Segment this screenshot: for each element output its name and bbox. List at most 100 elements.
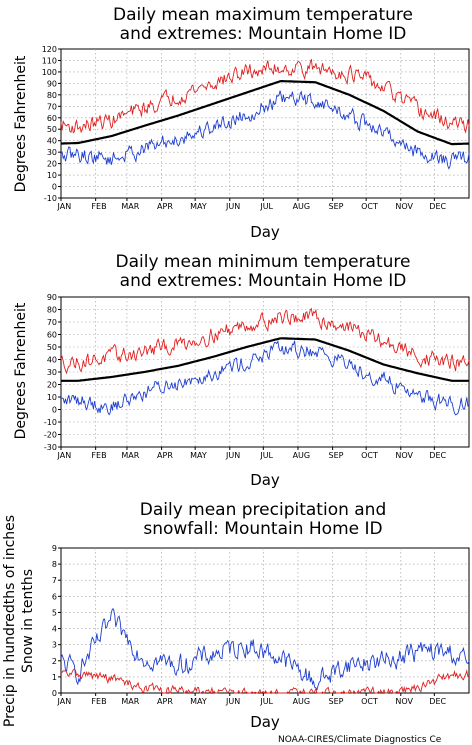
x-tick-label: APR — [157, 697, 173, 706]
x-tick-label: MAR — [121, 697, 139, 706]
y-axis-label: Degrees Fahrenheit — [13, 55, 29, 192]
y-tick-label: 120 — [42, 45, 57, 54]
series-line-mean — [60, 79, 469, 146]
series-line-max-extreme — [60, 307, 470, 375]
x-tick-label: FEB — [91, 697, 106, 706]
y-tick-label: 80 — [47, 91, 57, 100]
x-tick-label: NOV — [395, 697, 413, 706]
x-tick-label: OCT — [361, 697, 378, 706]
series-line-min-extreme — [60, 340, 470, 416]
chart-precipitation-snowfall: Daily mean precipitation and snowfall: M… — [2, 500, 470, 731]
x-tick-label: OCT — [361, 202, 378, 211]
x-tick-label: OCT — [361, 451, 378, 460]
x-tick-label: JAN — [57, 202, 72, 211]
y-tick-label: 40 — [47, 356, 57, 365]
y-tick-label: 30 — [47, 148, 57, 157]
x-tick-label: FEB — [91, 451, 106, 460]
y-tick-label: 5 — [52, 608, 57, 617]
x-tick-label: FEB — [91, 202, 106, 211]
series-line-min-extreme — [60, 90, 470, 170]
y-tick-label: 6 — [52, 592, 57, 601]
chart-title-line-2: and extremes: Mountain Home ID — [120, 24, 407, 44]
y-tick-label: 3 — [52, 641, 57, 650]
y-tick-label: 7 — [52, 576, 57, 585]
y-axis-label: Degrees Fahrenheit — [13, 302, 29, 439]
y-tick-label: 60 — [47, 331, 57, 340]
plot-area: -10 0 10 20 30 40 50 60 70 80 90 100 110 120 JAN FEB MAR… — [42, 45, 470, 211]
series-line-mean — [61, 337, 469, 382]
y-tick-label: 0 — [52, 406, 57, 415]
y-tick-label: 80 — [47, 306, 57, 315]
chart-max-temperature: Daily mean maximum temperature and extre… — [13, 5, 470, 241]
x-tick-label: JAN — [57, 697, 72, 706]
y-axis-label-line-1: Precip in hundredths of inches — [2, 515, 18, 727]
y-tick-label: 0 — [52, 183, 57, 192]
y-tick-label: 30 — [47, 368, 57, 377]
y-tick-label: -20 — [44, 431, 57, 440]
y-tick-label: 50 — [47, 343, 57, 352]
y-tick-label: 10 — [47, 393, 57, 402]
credit-text: NOAA-CIRES/Climate Diagnostics Ce — [278, 735, 442, 745]
y-axis-label-line-2: Snow in tenths — [20, 569, 36, 673]
x-tick-label: SEP — [328, 451, 343, 460]
x-tick-label: DEC — [429, 202, 446, 211]
x-tick-label: MAY — [190, 697, 207, 706]
y-tick-label: 8 — [52, 560, 57, 569]
y-tick-label: 20 — [47, 381, 57, 390]
chart-title-line-1: Daily mean maximum temperature — [113, 5, 413, 25]
x-tick-label: SEP — [328, 202, 343, 211]
x-tick-label: JUN — [225, 202, 240, 211]
x-tick-label: NOV — [395, 451, 413, 460]
x-tick-label: AUG — [293, 451, 311, 460]
y-tick-label: 70 — [47, 102, 57, 111]
plot-area: -30 -20 -10 0 10 20 30 40 50 60 70 80 90 JAN FEB MAR APR… — [44, 293, 470, 460]
plot-area: 0 1 2 3 4 5 6 7 8 9 JAN FEB MAR APR MAY JUN JUL AUG SEP OCT… — [52, 544, 470, 706]
x-tick-label: AUG — [293, 202, 311, 211]
y-tick-label: 110 — [42, 56, 57, 65]
chart-title-line-2: snowfall: Mountain Home ID — [143, 519, 382, 539]
x-axis-label: Day — [250, 713, 280, 731]
y-tick-label: -10 — [44, 418, 57, 427]
y-tick-label: 1 — [52, 673, 57, 682]
y-tick-label: 0 — [52, 689, 57, 698]
y-tick-label: 40 — [47, 137, 57, 146]
x-tick-label: AUG — [293, 697, 311, 706]
y-tick-label: -10 — [44, 194, 57, 203]
x-tick-label: JAN — [57, 451, 72, 460]
x-tick-label: JUL — [259, 697, 273, 706]
x-tick-label: SEP — [328, 697, 343, 706]
y-tick-label: 70 — [47, 318, 57, 327]
chart-title-line-2: and extremes: Mountain Home ID — [120, 271, 407, 291]
x-tick-label: DEC — [429, 697, 446, 706]
y-tick-label: 90 — [47, 79, 57, 88]
plot-frame — [60, 48, 470, 199]
y-tick-label: -30 — [44, 443, 57, 452]
x-tick-label: APR — [157, 451, 173, 460]
x-tick-label: MAR — [121, 451, 139, 460]
x-tick-label: JUN — [225, 697, 240, 706]
chart-min-temperature: Daily mean minimum temperature and extre… — [13, 252, 470, 489]
x-tick-label: APR — [157, 202, 173, 211]
y-tick-label: 50 — [47, 125, 57, 134]
y-tick-label: 9 — [52, 544, 57, 553]
x-tick-label: DEC — [429, 451, 446, 460]
chart-title-line-1: Daily mean minimum temperature — [116, 252, 411, 272]
x-tick-label: MAY — [190, 451, 207, 460]
y-tick-label: 2 — [52, 657, 57, 666]
series-line-precip — [60, 608, 470, 691]
y-tick-label: 10 — [47, 171, 57, 180]
y-tick-label: 90 — [47, 293, 57, 302]
series-line-max-extreme — [60, 59, 470, 134]
x-tick-label: NOV — [395, 202, 413, 211]
x-tick-label: JUL — [259, 202, 273, 211]
x-axis-label: Day — [250, 471, 280, 489]
series-line-snow — [60, 668, 470, 695]
x-axis-label: Day — [250, 223, 280, 241]
y-tick-label: 20 — [47, 160, 57, 169]
x-tick-label: MAY — [190, 202, 207, 211]
x-tick-label: JUN — [225, 451, 240, 460]
plot-frame — [60, 547, 470, 694]
x-tick-label: JUL — [259, 451, 273, 460]
y-tick-label: 100 — [42, 68, 57, 77]
